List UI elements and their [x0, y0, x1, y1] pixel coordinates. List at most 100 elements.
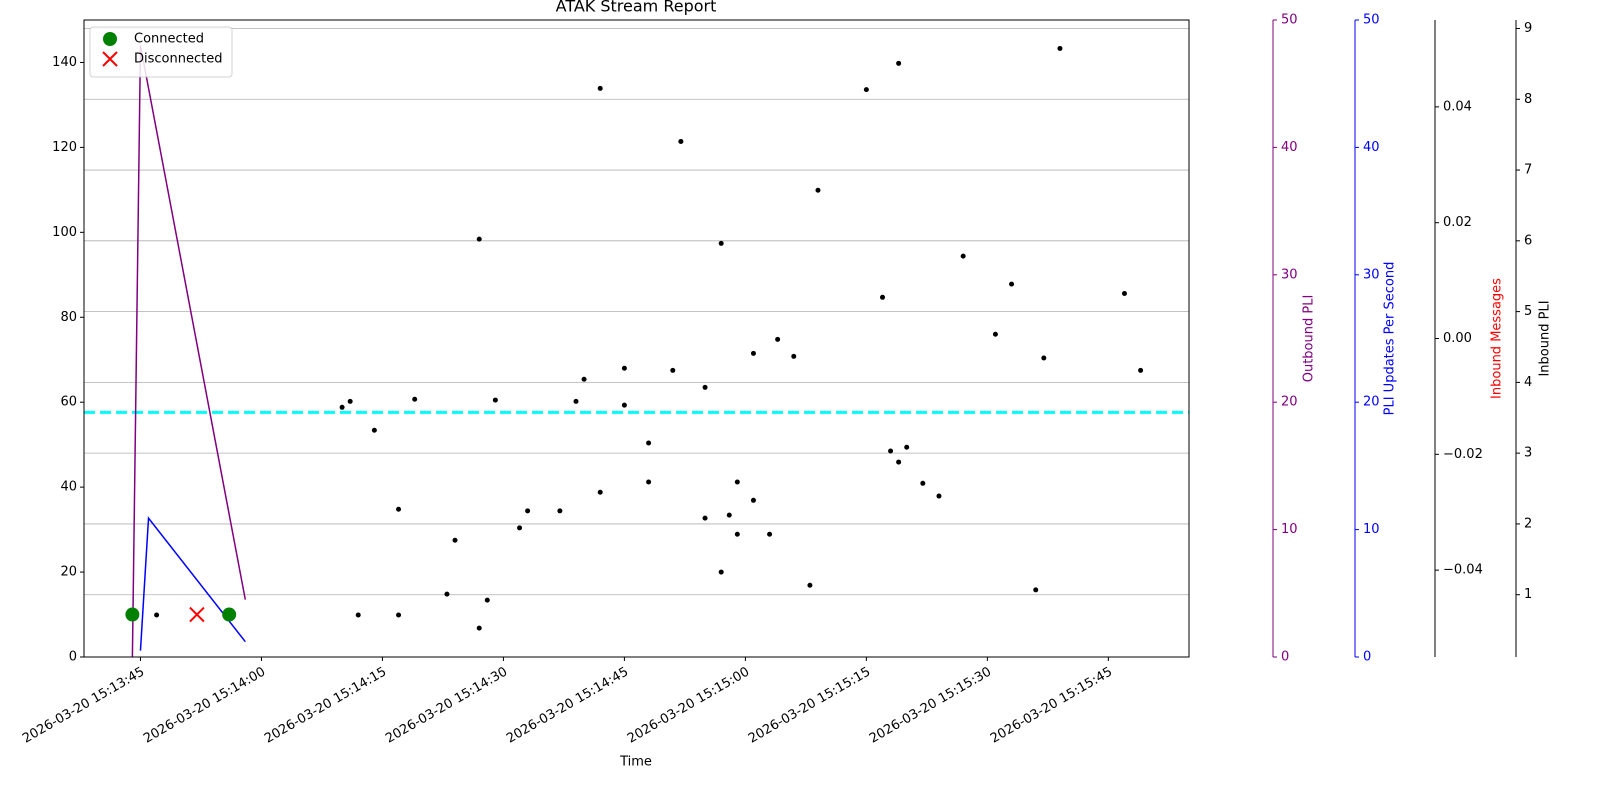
point	[702, 384, 708, 390]
point	[718, 240, 724, 246]
y-tick-label: 60	[60, 395, 77, 410]
marker-x	[189, 606, 205, 623]
y-tick-label: 20	[60, 565, 77, 580]
point	[484, 597, 490, 603]
legend-marker	[103, 32, 117, 46]
point	[678, 138, 684, 144]
y-tick-label: 50	[1281, 13, 1298, 28]
point	[992, 331, 998, 337]
point	[412, 396, 418, 402]
y-tick-label: 20	[1363, 395, 1380, 410]
point	[557, 508, 563, 514]
point	[492, 397, 498, 403]
marker-circle	[222, 607, 237, 622]
point	[896, 60, 902, 66]
point	[476, 625, 482, 631]
x-tick-label: 2026-03-20 15:14:00	[141, 665, 268, 747]
y-tick-label: 140	[52, 55, 77, 70]
legend-label: Connected	[134, 32, 204, 47]
point	[1041, 355, 1047, 361]
y-tick-label: 80	[60, 310, 77, 325]
y-tick-label: 6	[1524, 233, 1532, 248]
point	[573, 398, 579, 404]
y-tick-label: 0	[69, 650, 77, 665]
y-tick-label: 1	[1524, 587, 1532, 602]
y-axis-label: Outbound PLI	[1302, 295, 1317, 383]
point	[726, 512, 732, 518]
y-tick-label: 8	[1524, 92, 1532, 107]
point	[791, 353, 797, 359]
x-tick-label: 2026-03-20 15:14:45	[504, 665, 631, 747]
y-tick-label: 50	[1363, 13, 1380, 28]
point	[597, 489, 603, 495]
point	[621, 402, 627, 408]
point	[960, 253, 966, 259]
point	[1057, 45, 1063, 51]
point	[347, 398, 353, 404]
point	[815, 187, 821, 193]
x-axis-label: Time	[619, 755, 652, 770]
point	[646, 440, 652, 446]
point	[936, 493, 942, 499]
point	[920, 480, 926, 486]
point	[621, 365, 627, 371]
point	[1033, 587, 1039, 593]
plot-frame	[83, 19, 1190, 658]
y-tick-label: 10	[1363, 522, 1380, 537]
point	[597, 85, 603, 91]
y-axis-label: PLI Updates Per Second	[1383, 262, 1398, 416]
y-axis-label: Inbound PLI	[1538, 300, 1553, 376]
point	[581, 376, 587, 382]
point	[888, 448, 894, 454]
point	[750, 350, 756, 356]
point	[452, 537, 458, 543]
point	[718, 569, 724, 575]
y-tick-label: 5	[1524, 304, 1532, 319]
point	[476, 236, 482, 242]
x-tick-label: 2026-03-20 15:14:15	[262, 665, 389, 747]
x-tick-label: 2026-03-20 15:13:45	[20, 665, 147, 747]
point	[775, 336, 781, 342]
y-tick-label: 0	[1281, 650, 1289, 665]
y-tick-label: 9	[1524, 21, 1532, 36]
point	[670, 367, 676, 373]
point	[767, 531, 773, 537]
point	[734, 479, 740, 485]
point	[517, 525, 523, 531]
y-tick-label: 20	[1281, 395, 1298, 410]
point	[646, 479, 652, 485]
y-tick-label: 4	[1524, 375, 1532, 390]
point	[1009, 281, 1015, 287]
point	[339, 404, 345, 410]
y-tick-label: 2	[1524, 516, 1532, 531]
y-tick-label: 30	[1281, 267, 1298, 282]
x-tick-label: 2026-03-20 15:15:15	[746, 665, 873, 747]
y-axis-label: Inbound Messages	[1490, 278, 1505, 399]
y-tick-label: 7	[1524, 163, 1532, 178]
y-tick-label: −0.04	[1443, 563, 1483, 578]
point	[896, 459, 902, 465]
point	[396, 612, 402, 618]
y-tick-label: 40	[1281, 140, 1298, 155]
point	[863, 87, 869, 93]
line-series	[131, 45, 247, 658]
point	[880, 294, 886, 300]
legend-box	[89, 26, 233, 78]
y-tick-label: 0.00	[1443, 331, 1472, 346]
point	[355, 612, 361, 618]
x-tick-label: 2026-03-20 15:14:30	[383, 665, 510, 747]
marker-circle	[125, 607, 140, 622]
x-tick-label: 2026-03-20 15:15:00	[625, 665, 752, 747]
y-tick-label: 3	[1524, 446, 1532, 461]
point	[702, 515, 708, 521]
point	[154, 612, 160, 618]
point	[734, 531, 740, 537]
point	[444, 591, 450, 597]
y-tick-label: 0.04	[1443, 99, 1472, 114]
point	[904, 444, 910, 450]
y-tick-label: 40	[1363, 140, 1380, 155]
y-tick-label: 40	[60, 480, 77, 495]
y-tick-label: 0.02	[1443, 215, 1472, 230]
